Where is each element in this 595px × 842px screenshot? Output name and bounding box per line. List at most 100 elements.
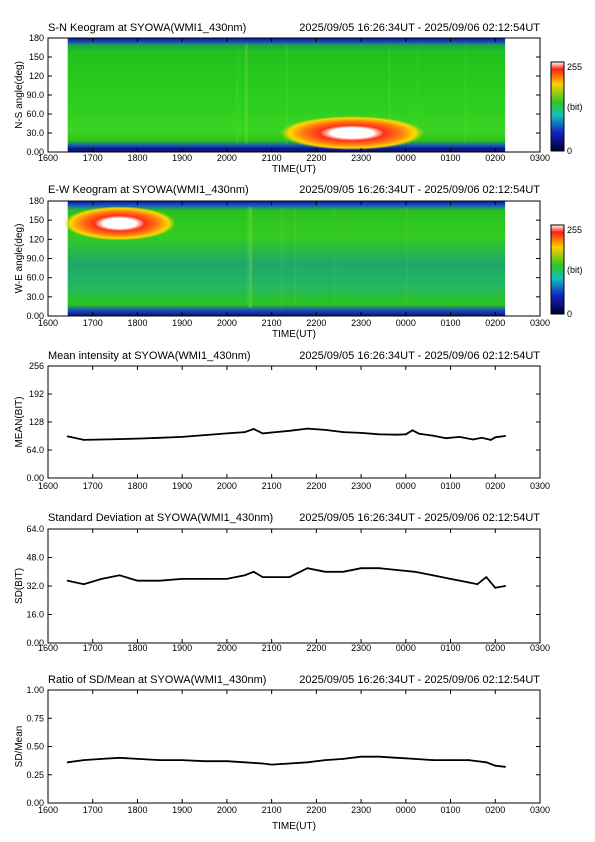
x-tick-label: 0200 [485,643,505,653]
y-tick-label: 90.0 [26,254,44,264]
data-point [485,576,488,578]
y-tick-label: 90.0 [26,90,44,100]
data-point [203,577,206,580]
data-point [270,576,273,578]
data-point [226,577,228,580]
data-point [261,576,264,578]
data-point [136,758,139,760]
y-tick-label: 32.0 [26,581,44,591]
data-point [431,759,434,761]
colorbar-unit-label: (bit) [567,102,583,112]
data-point [181,435,184,438]
data-point [118,574,121,577]
data-point [395,433,398,436]
keogram-streak [247,207,251,308]
data-point [458,435,461,438]
x-tick-label: 1900 [172,481,192,491]
x-tick-label: 2300 [351,318,371,328]
data-point [472,438,474,441]
x-tick-label: 1800 [127,318,147,328]
data-point [476,583,479,586]
chart-time-range: 2025/09/05 16:26:34UT - 2025/09/06 02:12… [299,184,540,196]
data-point [504,585,507,587]
data-point [66,435,69,438]
data-point [270,431,273,434]
y-tick-label: 0.00 [26,311,44,321]
y-tick-label: 16.0 [26,610,44,620]
data-point [100,758,103,760]
y-tick-label: 0.75 [26,713,44,723]
x-tick-label: 1800 [127,805,147,815]
y-tick-label: 180 [29,196,44,206]
x-tick-label: 2100 [262,318,282,328]
colorbar: 255 (bit) 0 [550,61,583,156]
y-axis-label: SD/Mean [14,726,25,768]
keogram-streak [244,44,248,144]
x-tick-label: 0300 [530,318,550,328]
chart-time-range: 2025/09/05 16:26:34UT - 2025/09/06 02:12… [299,674,540,686]
plot-frame [47,689,541,804]
data-point [324,428,327,431]
data-point [306,427,309,430]
y-tick-label: 192 [29,389,44,399]
x-tick-label: 1900 [172,643,192,653]
data-point [485,761,488,764]
chart-title: Standard Deviation at SYOWA(WMI1_430nm) [48,512,273,524]
x-tick-label: 0200 [485,805,505,815]
x-tick-label: 2300 [351,643,371,653]
chart-time-range: 2025/09/05 16:26:34UT - 2025/09/06 02:12… [299,22,540,34]
y-tick-label: 120 [29,71,44,81]
x-tick-label: 2000 [217,318,237,328]
data-point [288,429,291,432]
data-point [431,434,434,437]
x-tick-label: 0300 [530,643,550,653]
x-tick-label: 0000 [396,805,416,815]
data-point [480,436,483,439]
x-tick-label: 2100 [262,643,282,653]
series-line [67,567,506,589]
x-tick-label: 0300 [530,805,550,815]
chart-title: Mean intensity at SYOWA(WMI1_430nm) [48,350,251,362]
x-tick-label: 2300 [351,805,371,815]
data-point [226,432,228,435]
aurora-feature [63,206,176,241]
x-tick-label: 0000 [396,481,416,491]
x-tick-label: 2200 [306,643,326,653]
data-point [504,765,507,768]
y-tick-label: 0.00 [26,798,44,808]
colorbar: 255 (bit) 0 [550,224,583,319]
y-tick-label: 60.0 [26,273,44,283]
data-point [418,432,421,435]
data-point [203,434,206,437]
x-tick-label: 0200 [485,153,505,163]
data-point [449,577,452,580]
y-tick-label: 30.0 [26,128,44,138]
data-point [226,760,228,763]
data-point [270,763,273,766]
y-tick-label: 0.00 [26,473,44,483]
x-tick-label: 1600 [38,805,58,815]
data-point [158,759,161,761]
keogram-streak [249,207,253,308]
y-tick-label: 48.0 [26,553,44,563]
data-point [449,759,452,761]
x-tick-label: 0000 [396,318,416,328]
data-point [261,432,264,435]
x-tick-label: 2200 [306,318,326,328]
x-tick-label: 0300 [530,481,550,491]
keogram-streak [414,44,418,144]
x-tick-label: 0100 [441,153,461,163]
keogram-streak [463,44,467,144]
x-tick-label: 1700 [83,805,103,815]
x-tick-label: 2100 [262,153,282,163]
keogram-streak [294,207,297,308]
data-point [378,755,380,758]
y-tick-label: 120 [29,234,44,244]
x-tick-label: 1600 [38,153,58,163]
y-tick-label: 64.0 [26,445,44,455]
keogram-streak [280,207,284,308]
data-point [411,429,414,432]
data-point [158,579,161,582]
data-point [342,758,345,760]
y-tick-label: 0.00 [26,147,44,157]
